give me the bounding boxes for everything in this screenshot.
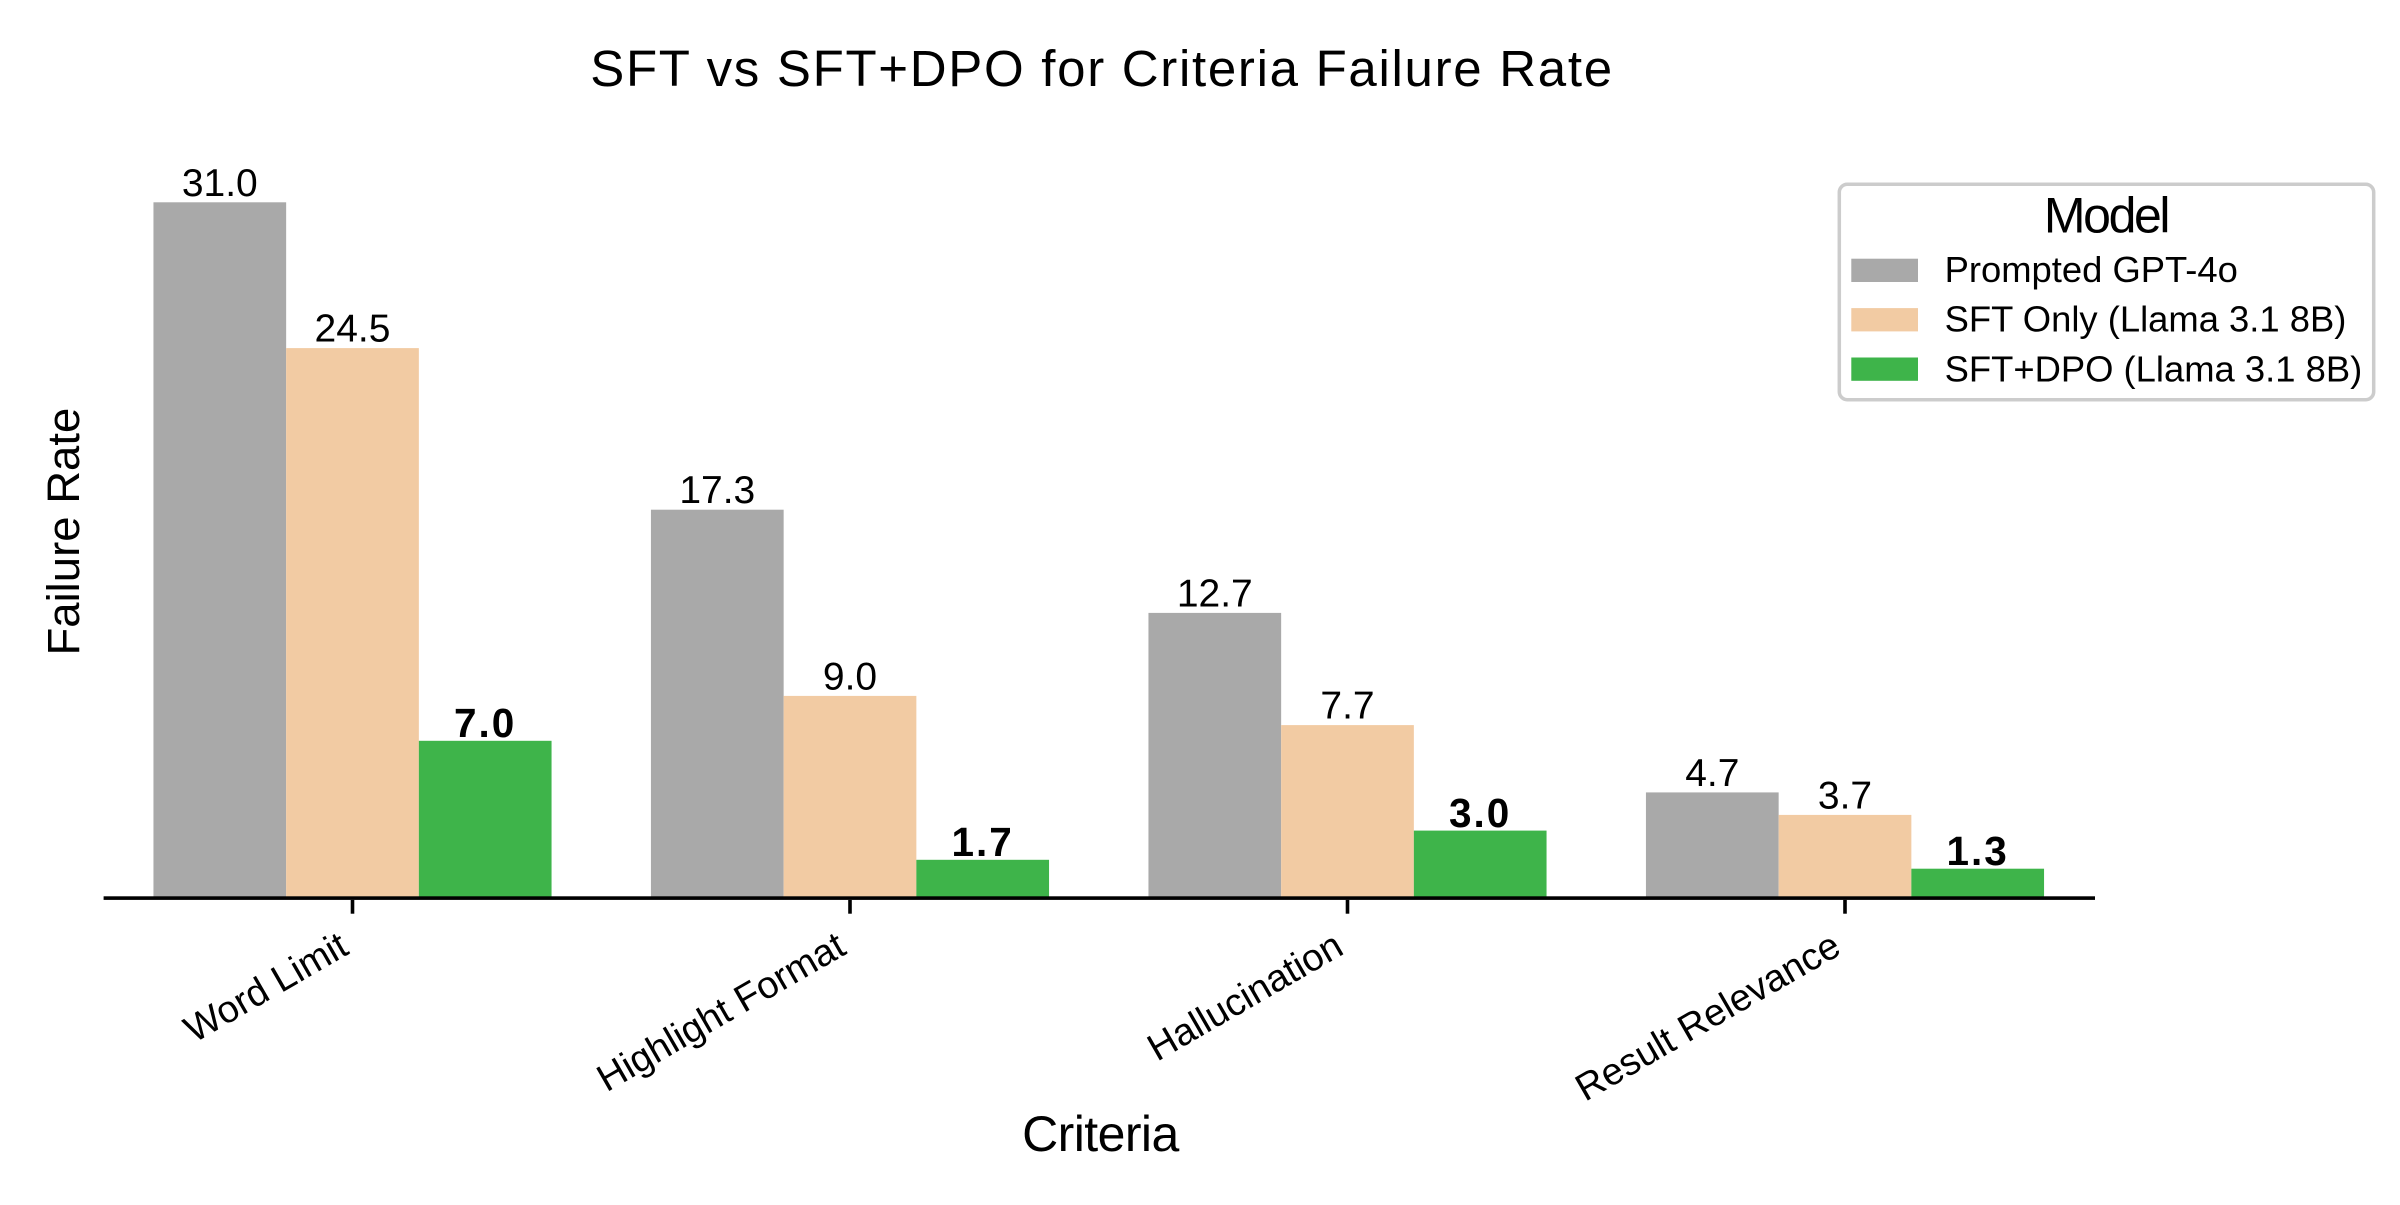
svg-text:31.0: 31.0	[182, 162, 258, 205]
svg-text:4.7: 4.7	[1685, 752, 1739, 795]
svg-text:3.7: 3.7	[1818, 774, 1872, 817]
svg-text:Prompted GPT-4o: Prompted GPT-4o	[1945, 249, 2238, 290]
svg-text:Criteria: Criteria	[1022, 1106, 1179, 1162]
svg-text:3.0: 3.0	[1449, 790, 1511, 836]
svg-text:1.7: 1.7	[952, 819, 1014, 865]
svg-text:SFT Only (Llama 3.1 8B): SFT Only (Llama 3.1 8B)	[1945, 299, 2347, 340]
svg-text:24.5: 24.5	[315, 308, 391, 351]
svg-text:12.7: 12.7	[1177, 572, 1253, 615]
svg-text:SFT vs SFT+DPO for Criteria Fa: SFT vs SFT+DPO for Criteria Failure Rate	[590, 40, 1614, 97]
svg-text:7.7: 7.7	[1320, 685, 1374, 728]
svg-text:Failure Rate: Failure Rate	[38, 408, 89, 656]
svg-text:17.3: 17.3	[679, 469, 755, 512]
svg-text:1.3: 1.3	[1947, 828, 2009, 874]
svg-text:7.0: 7.0	[454, 700, 516, 746]
svg-text:SFT+DPO (Llama 3.1 8B): SFT+DPO (Llama 3.1 8B)	[1945, 348, 2363, 389]
svg-text:Model: Model	[2044, 188, 2168, 244]
svg-text:9.0: 9.0	[823, 655, 877, 698]
